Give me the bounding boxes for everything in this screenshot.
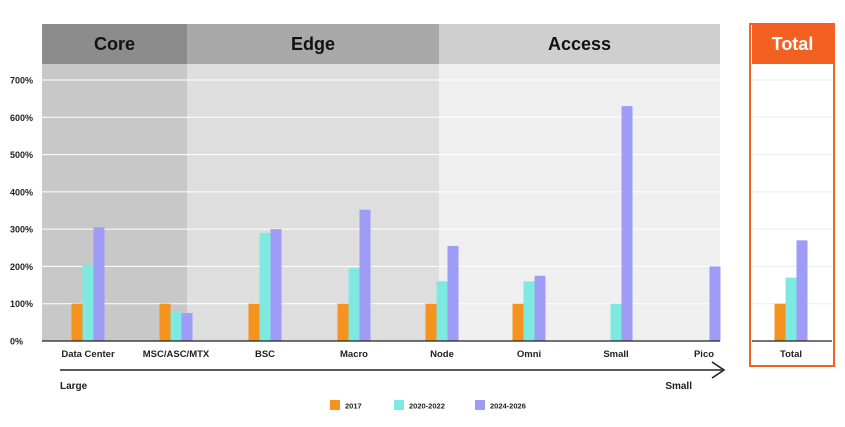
- y-axis-ticks: 0% 100% 200% 300% 400% 500% 600% 700%: [10, 76, 33, 347]
- segment-label-total: Total: [772, 34, 814, 54]
- x-tick-label: Data Center: [61, 349, 115, 360]
- bar-2020-2022-bsc: [259, 232, 271, 341]
- bars: [71, 106, 808, 341]
- bar-2017-total: [774, 303, 786, 341]
- x-tick-label: BSC: [255, 349, 275, 360]
- bar-2020-2022-omni: [523, 281, 535, 341]
- y-tick-label: 700%: [10, 76, 33, 86]
- segment-header-core: [42, 24, 187, 64]
- y-tick-label: 200%: [10, 262, 33, 272]
- segment-backgrounds: [42, 64, 833, 341]
- segment-label-access: Access: [548, 34, 611, 54]
- y-tick-label: 0%: [10, 337, 23, 347]
- bar-2024-2026-bsc: [270, 229, 282, 341]
- total-frame: [749, 23, 835, 367]
- bar-2020-2022-macro: [348, 268, 360, 341]
- bar-2017-macro: [337, 303, 349, 341]
- x-tick-label: Macro: [340, 349, 368, 360]
- segment-header-access: [439, 24, 720, 64]
- bar-2020-2022-small: [610, 303, 622, 341]
- legend-swatch-2017: [330, 400, 340, 410]
- y-tick-label: 300%: [10, 225, 33, 235]
- bar-2024-2026-small: [621, 106, 633, 341]
- legend-label-2017: 2017: [345, 402, 362, 411]
- bar-2024-2026-data-center: [93, 227, 105, 341]
- arrow-end-label: Small: [665, 381, 692, 392]
- size-arrow-head: [711, 361, 726, 379]
- segment-bg-core: [42, 64, 187, 341]
- bar-2024-2026-node: [447, 245, 459, 341]
- segment-header-edge: [187, 24, 439, 64]
- bar-2024-2026-msc-asc-mtx: [181, 313, 193, 341]
- segment-label-edge: Edge: [291, 34, 335, 54]
- x-tick-label: Total: [780, 349, 802, 360]
- arrow-start-label: Large: [60, 381, 88, 392]
- segment-bg-access: [439, 64, 720, 341]
- legend-label-2024-2026: 2024-2026: [490, 402, 526, 411]
- bar-2017-bsc: [248, 303, 260, 341]
- bar-2017-data-center: [71, 303, 83, 341]
- bar-2020-2022-total: [785, 277, 797, 341]
- bar-2024-2026-macro: [359, 209, 371, 341]
- bar-2017-omni: [512, 303, 524, 341]
- bar-2024-2026-omni: [534, 275, 546, 341]
- bar-2024-2026-total: [796, 240, 808, 341]
- segment-label-core: Core: [94, 34, 135, 54]
- size-arrow: Large Small: [60, 361, 726, 392]
- x-tick-label: Node: [430, 349, 454, 360]
- gridlines: [42, 79, 832, 305]
- y-tick-label: 400%: [10, 187, 33, 197]
- x-tick-label: Small: [603, 349, 628, 360]
- segment-header-total: [752, 24, 833, 64]
- legend: 2017 2020-2022 2024-2026: [330, 400, 526, 411]
- legend-swatch-2024-2026: [475, 400, 485, 410]
- y-tick-label: 100%: [10, 299, 33, 309]
- bar-2020-2022-msc-asc-mtx: [170, 311, 182, 341]
- y-tick-label: 500%: [10, 150, 33, 160]
- y-tick-label: 600%: [10, 113, 33, 123]
- bar-2024-2026-pico: [709, 266, 721, 341]
- segment-bg-edge: [187, 64, 439, 341]
- x-tick-label: MSC/ASC/MTX: [143, 349, 210, 360]
- bar-2017-msc-asc-mtx: [159, 303, 171, 341]
- x-tick-label: Pico: [694, 349, 714, 360]
- x-axis-ticks: Data Center MSC/ASC/MTX BSC Macro Node Omni Sm…: [61, 349, 802, 360]
- legend-label-2020-2022: 2020-2022: [409, 402, 445, 411]
- bar-2020-2022-data-center: [82, 264, 94, 341]
- x-tick-label: Omni: [517, 349, 541, 360]
- segment-headers: Core Edge Access Total: [42, 23, 835, 367]
- legend-swatch-2020-2022: [394, 400, 404, 410]
- bar-2017-node: [425, 303, 437, 341]
- bar-2020-2022-node: [436, 281, 448, 341]
